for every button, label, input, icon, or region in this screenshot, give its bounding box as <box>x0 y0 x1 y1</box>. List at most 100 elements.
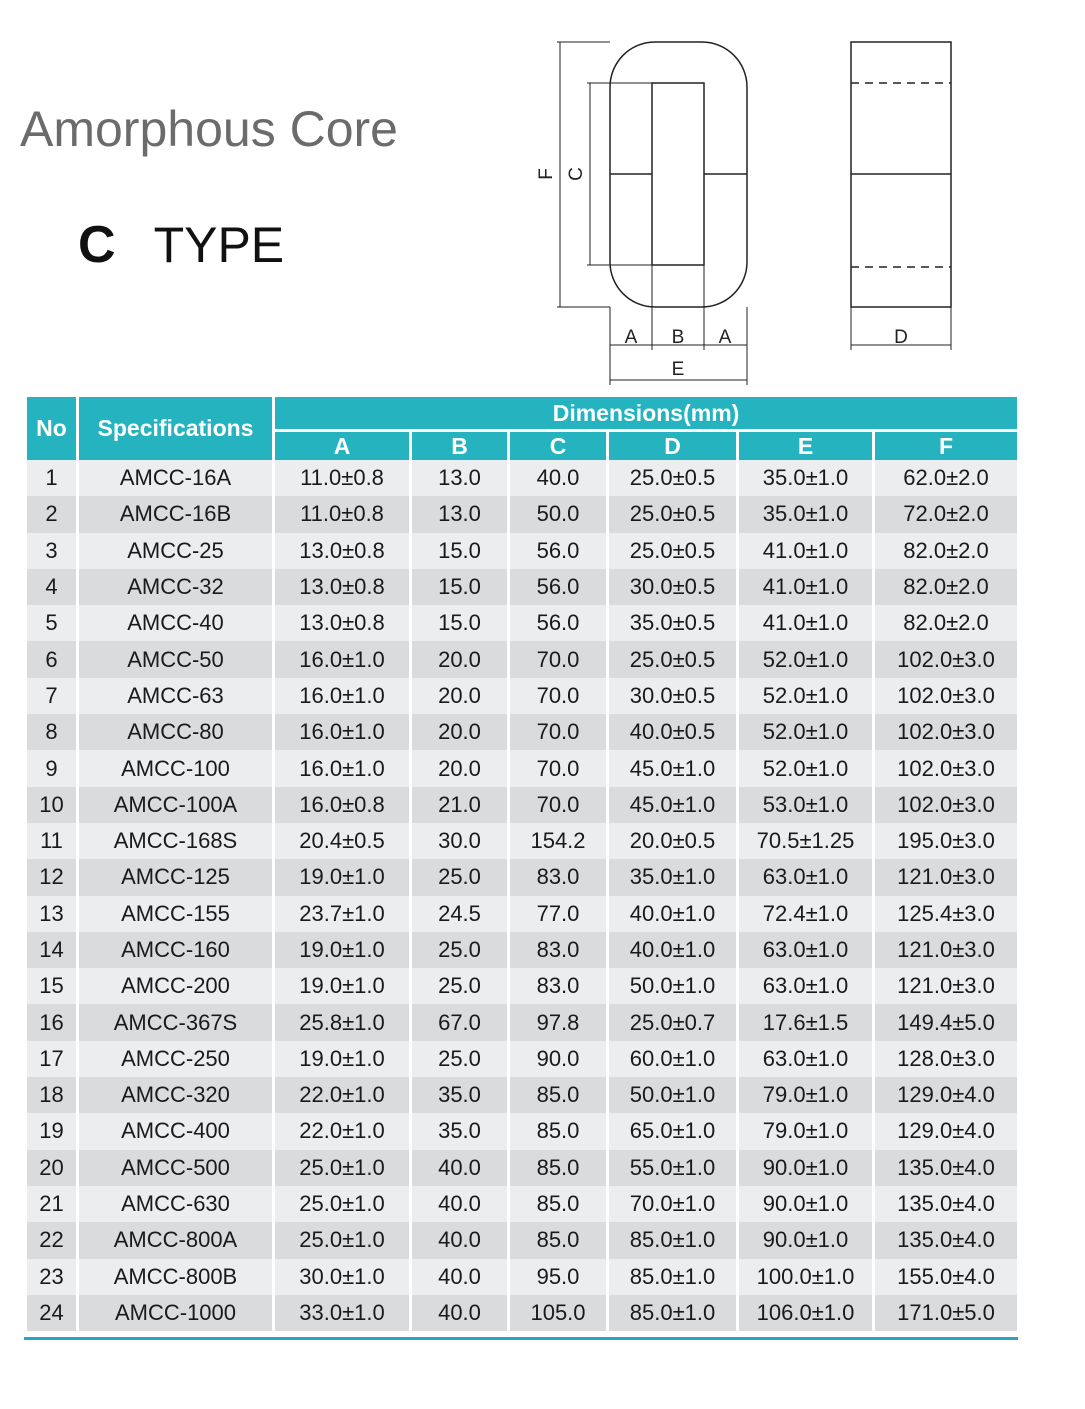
cell-b: 35.0 <box>412 1077 507 1114</box>
cell-f: 128.0±3.0 <box>875 1040 1018 1078</box>
cell-f: 102.0±3.0 <box>875 677 1018 715</box>
cell-d: 50.0±1.0 <box>609 968 736 1005</box>
cell-e: 52.0±1.0 <box>739 677 872 715</box>
cell-a: 11.0±0.8 <box>275 460 409 497</box>
cell-spec: AMCC-100A <box>79 786 272 823</box>
cell-f: 135.0±4.0 <box>875 1185 1018 1223</box>
cell-b: 25.0 <box>412 859 507 896</box>
c-type-letter: C <box>78 216 116 274</box>
cell-c: 83.0 <box>510 931 606 969</box>
cell-e: 52.0±1.0 <box>739 641 872 678</box>
cell-c: 85.0 <box>510 1222 606 1259</box>
cell-no: 7 <box>27 677 76 715</box>
cell-a: 16.0±1.0 <box>275 677 409 715</box>
cell-no: 22 <box>27 1222 76 1259</box>
cell-c: 70.0 <box>510 714 606 751</box>
label-f: F <box>536 168 557 180</box>
cell-f: 102.0±3.0 <box>875 714 1018 751</box>
cell-f: 149.4±5.0 <box>875 1004 1018 1041</box>
cell-no: 17 <box>27 1040 76 1078</box>
cell-spec: AMCC-800A <box>79 1222 272 1259</box>
cell-spec: AMCC-100 <box>79 750 272 787</box>
cell-d: 50.0±1.0 <box>609 1077 736 1114</box>
cell-c: 85.0 <box>510 1113 606 1150</box>
cell-a: 11.0±0.8 <box>275 496 409 533</box>
cell-f: 135.0±4.0 <box>875 1149 1018 1186</box>
cell-f: 155.0±4.0 <box>875 1258 1018 1295</box>
cell-c: 154.2 <box>510 822 606 860</box>
table-row: 10 AMCC-100A 16.0±0.8 21.0 70.0 45.0±1.0 53.0±… <box>27 786 1018 823</box>
cell-no: 2 <box>27 496 76 533</box>
cell-f: 82.0±2.0 <box>875 605 1018 642</box>
label-c: C <box>566 167 587 181</box>
cell-f: 171.0±5.0 <box>875 1294 1018 1332</box>
cell-no: 11 <box>27 822 76 860</box>
cell-c: 50.0 <box>510 496 606 533</box>
cell-e: 41.0±1.0 <box>739 532 872 569</box>
cell-no: 14 <box>27 931 76 969</box>
cell-d: 55.0±1.0 <box>609 1149 736 1186</box>
cell-no: 24 <box>27 1294 76 1332</box>
cell-no: 3 <box>27 532 76 569</box>
cell-spec: AMCC-367S <box>79 1004 272 1041</box>
cell-spec: AMCC-16B <box>79 496 272 533</box>
label-a-right: A <box>719 327 732 348</box>
cell-no: 21 <box>27 1185 76 1223</box>
cell-e: 90.0±1.0 <box>739 1149 872 1186</box>
cell-no: 16 <box>27 1004 76 1041</box>
cell-spec: AMCC-320 <box>79 1077 272 1114</box>
cell-b: 13.0 <box>412 496 507 533</box>
cell-a: 16.0±1.0 <box>275 714 409 751</box>
cell-a: 13.0±0.8 <box>275 532 409 569</box>
cell-c: 85.0 <box>510 1149 606 1186</box>
cell-d: 45.0±1.0 <box>609 786 736 823</box>
cell-no: 15 <box>27 968 76 1005</box>
cell-spec: AMCC-1000 <box>79 1294 272 1332</box>
table-row: 6 AMCC-50 16.0±1.0 20.0 70.0 25.0±0.5 52.0±1.0… <box>27 641 1018 678</box>
table-row: 3 AMCC-25 13.0±0.8 15.0 56.0 25.0±0.5 41.0±1.0… <box>27 532 1018 569</box>
header-specifications: Specifications <box>79 397 272 460</box>
cell-b: 25.0 <box>412 968 507 1005</box>
cell-c: 40.0 <box>510 460 606 497</box>
table-row: 23 AMCC-800B 30.0±1.0 40.0 95.0 85.0±1.0 100.0… <box>27 1258 1018 1295</box>
cell-f: 121.0±3.0 <box>875 968 1018 1005</box>
cell-b: 21.0 <box>412 786 507 823</box>
cell-d: 85.0±1.0 <box>609 1294 736 1332</box>
cell-a: 33.0±1.0 <box>275 1294 409 1332</box>
cell-c: 83.0 <box>510 859 606 896</box>
cell-d: 25.0±0.7 <box>609 1004 736 1041</box>
cell-spec: AMCC-125 <box>79 859 272 896</box>
cell-c: 85.0 <box>510 1185 606 1223</box>
label-a-left: A <box>625 327 638 348</box>
cell-a: 23.7±1.0 <box>275 895 409 932</box>
table-row: 1 AMCC-16A 11.0±0.8 13.0 40.0 25.0±0.5 35.0±1.… <box>27 460 1018 497</box>
table-row: 8 AMCC-80 16.0±1.0 20.0 70.0 40.0±0.5 52.0±1.0… <box>27 714 1018 751</box>
cell-spec: AMCC-50 <box>79 641 272 678</box>
cell-spec: AMCC-800B <box>79 1258 272 1295</box>
cell-b: 25.0 <box>412 931 507 969</box>
header-dim-e: E <box>739 429 872 460</box>
cell-no: 5 <box>27 605 76 642</box>
cell-c: 70.0 <box>510 677 606 715</box>
cell-f: 129.0±4.0 <box>875 1113 1018 1150</box>
cell-b: 40.0 <box>412 1258 507 1295</box>
table-row: 18 AMCC-320 22.0±1.0 35.0 85.0 50.0±1.0 79.0±1… <box>27 1077 1018 1114</box>
cell-c: 70.0 <box>510 786 606 823</box>
header-dim-a: A <box>275 429 409 460</box>
cell-d: 40.0±0.5 <box>609 714 736 751</box>
cell-b: 25.0 <box>412 1040 507 1078</box>
cell-c: 83.0 <box>510 968 606 1005</box>
cell-d: 40.0±1.0 <box>609 895 736 932</box>
cell-no: 18 <box>27 1077 76 1114</box>
table-row: 4 AMCC-32 13.0±0.8 15.0 56.0 30.0±0.5 41.0±1.0… <box>27 568 1018 606</box>
c-core-dimension-diagram: A B A E D F C <box>536 41 952 385</box>
table-row: 5 AMCC-40 13.0±0.8 15.0 56.0 35.0±0.5 41.0±1.0… <box>27 605 1018 642</box>
table-row: 16 AMCC-367S 25.8±1.0 67.0 97.8 25.0±0.7 17.6±… <box>27 1004 1018 1041</box>
label-e: E <box>672 359 685 380</box>
cell-d: 35.0±0.5 <box>609 605 736 642</box>
cell-b: 67.0 <box>412 1004 507 1041</box>
cell-d: 25.0±0.5 <box>609 460 736 497</box>
cell-e: 35.0±1.0 <box>739 496 872 533</box>
cell-c: 85.0 <box>510 1077 606 1114</box>
